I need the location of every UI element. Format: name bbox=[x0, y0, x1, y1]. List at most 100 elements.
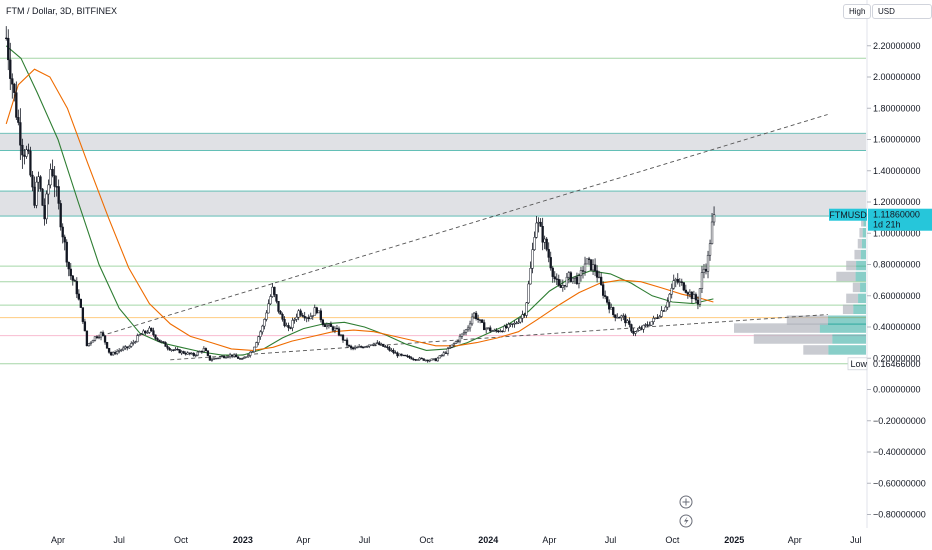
candle-body bbox=[65, 241, 68, 263]
candle-body bbox=[289, 327, 292, 329]
lightning-icon[interactable] bbox=[679, 514, 693, 528]
candle-body bbox=[599, 276, 603, 285]
candle bbox=[366, 345, 369, 348]
vp-buy bbox=[860, 249, 866, 260]
candle bbox=[547, 242, 550, 263]
candle-body bbox=[606, 296, 609, 303]
candle bbox=[408, 355, 411, 360]
candle bbox=[478, 319, 482, 324]
candle bbox=[61, 223, 64, 244]
candle bbox=[249, 351, 252, 358]
candle-body bbox=[83, 321, 87, 332]
y-tick-label: −0.40000000 bbox=[873, 447, 926, 457]
candle-body bbox=[79, 298, 83, 308]
candle bbox=[208, 355, 212, 361]
candle bbox=[103, 335, 107, 345]
settings-icon[interactable] bbox=[679, 495, 693, 509]
candle-body bbox=[642, 325, 645, 330]
candle-body bbox=[424, 359, 427, 362]
candle bbox=[698, 288, 702, 308]
candle-body bbox=[343, 339, 347, 341]
candle-body bbox=[700, 272, 704, 289]
candle-body bbox=[142, 330, 145, 335]
high-button[interactable]: High bbox=[843, 4, 872, 19]
candle-body bbox=[198, 351, 201, 353]
candle bbox=[287, 322, 290, 332]
candle bbox=[333, 326, 337, 334]
candle-body bbox=[25, 149, 28, 157]
time-axis[interactable]: Apr Jul Oct 2023 Apr Jul Oct 2024 Apr Jul Oct 2025 A… bbox=[51, 535, 862, 545]
candle-body bbox=[394, 352, 397, 354]
candle bbox=[412, 357, 415, 361]
candle bbox=[710, 212, 714, 245]
candle bbox=[432, 358, 435, 361]
candle-body bbox=[593, 264, 597, 271]
candle bbox=[442, 351, 445, 357]
candle bbox=[15, 81, 18, 121]
candle bbox=[440, 354, 443, 358]
candle bbox=[71, 275, 74, 286]
candle-body bbox=[128, 346, 131, 349]
candle-body bbox=[614, 314, 617, 318]
candle bbox=[353, 345, 357, 351]
candle-body bbox=[513, 322, 516, 325]
candle-body bbox=[7, 37, 10, 61]
candle bbox=[616, 313, 619, 319]
candle-body bbox=[333, 327, 337, 331]
candle-body bbox=[243, 357, 246, 359]
candle bbox=[228, 352, 232, 359]
candle bbox=[571, 277, 575, 284]
candle-body bbox=[595, 270, 599, 278]
candle bbox=[531, 242, 534, 274]
candle-body bbox=[440, 354, 443, 357]
candle bbox=[81, 307, 85, 324]
candle-body bbox=[39, 176, 42, 190]
candle bbox=[27, 143, 30, 155]
candle bbox=[575, 272, 579, 286]
vp-buy bbox=[863, 217, 866, 227]
candle-body bbox=[241, 358, 244, 360]
x-tick-label: Jul bbox=[113, 535, 125, 545]
candle-body bbox=[210, 359, 214, 361]
candle-body bbox=[672, 280, 675, 289]
candle-body bbox=[553, 276, 556, 280]
candle-body bbox=[317, 310, 320, 314]
candle bbox=[241, 357, 244, 360]
candle bbox=[295, 313, 298, 322]
price-axis[interactable]: −0.80000000 −0.60000000 −0.40000000 −0.2000… bbox=[867, 41, 926, 520]
candle-body bbox=[410, 357, 413, 360]
candle bbox=[345, 337, 349, 348]
candle bbox=[468, 320, 472, 332]
candle-body bbox=[174, 348, 177, 351]
candle-body bbox=[612, 307, 615, 315]
candle bbox=[116, 349, 119, 356]
candle bbox=[436, 356, 439, 362]
candle bbox=[642, 324, 645, 333]
candle bbox=[622, 313, 625, 321]
candle-body bbox=[487, 327, 490, 329]
candle-body bbox=[656, 317, 659, 319]
candle-body bbox=[533, 237, 536, 250]
candle-body bbox=[134, 341, 137, 343]
candle bbox=[666, 297, 669, 310]
candle bbox=[428, 359, 431, 363]
candle-body bbox=[698, 288, 702, 305]
currency-button[interactable]: USD bbox=[872, 4, 932, 19]
candle-body bbox=[257, 336, 260, 343]
candle-body bbox=[468, 323, 472, 329]
candle bbox=[606, 296, 609, 305]
candle bbox=[684, 284, 687, 294]
candle bbox=[277, 301, 280, 314]
candle bbox=[680, 278, 683, 286]
candle bbox=[335, 325, 339, 330]
low-tag-label: Low bbox=[851, 359, 868, 369]
candle bbox=[372, 342, 375, 346]
candle-body bbox=[327, 323, 331, 326]
candle bbox=[569, 271, 573, 283]
candle bbox=[599, 272, 603, 287]
candle-body bbox=[466, 327, 470, 331]
candle bbox=[595, 265, 599, 283]
candle-body bbox=[77, 293, 80, 300]
candle bbox=[583, 256, 587, 276]
